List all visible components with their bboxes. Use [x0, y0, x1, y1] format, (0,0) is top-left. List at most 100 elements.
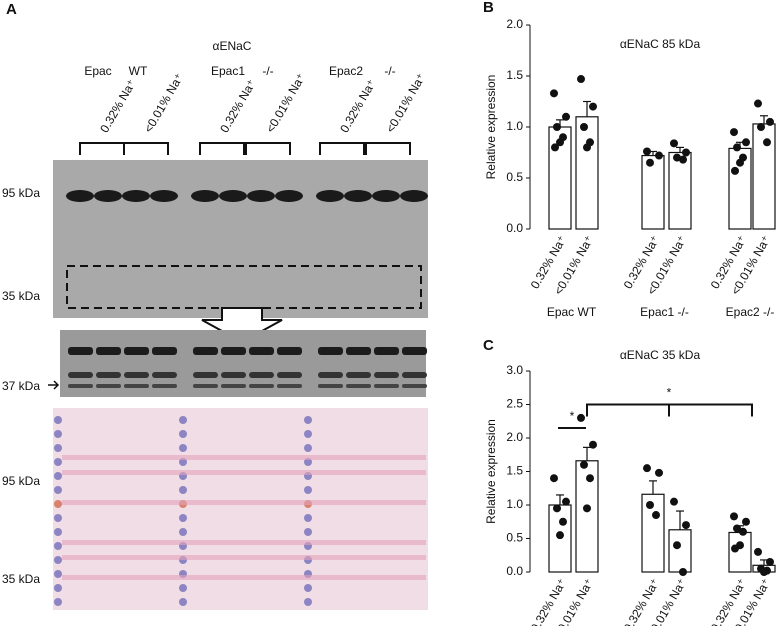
data-point [556, 138, 564, 147]
y-tick-label: 2.0 [506, 430, 523, 444]
pink-band [62, 500, 426, 505]
marker-label: 35 kDa [2, 572, 40, 586]
data-point [731, 544, 739, 553]
band [374, 372, 399, 378]
group-label: WT [129, 64, 148, 78]
marker-label: 37 kDa [2, 379, 40, 393]
ladder [304, 430, 312, 438]
data-point [646, 501, 654, 509]
band [96, 347, 121, 355]
band [66, 190, 94, 202]
y-tick-label: 2.0 [506, 17, 523, 31]
data-point [760, 568, 768, 576]
band [346, 372, 371, 378]
significance-mark: * [570, 409, 575, 423]
band [152, 384, 177, 388]
data-point [553, 504, 561, 513]
data-point [742, 517, 750, 526]
data-point [766, 557, 774, 566]
band [316, 190, 344, 202]
band [318, 372, 343, 378]
y-tick-label: 0.5 [506, 531, 523, 545]
y-tick-label: 0.5 [506, 170, 523, 184]
group-label: Epac WT [547, 305, 597, 319]
data-point [670, 139, 678, 148]
data-point [580, 123, 588, 131]
band [221, 372, 246, 378]
band [94, 190, 122, 202]
band [372, 190, 400, 202]
band [374, 384, 399, 388]
data-point [556, 531, 564, 540]
data-point [577, 75, 585, 84]
band [150, 190, 178, 202]
y-tick-label: 3.0 [506, 363, 523, 377]
data-point [742, 138, 750, 147]
ladder [54, 542, 62, 550]
data-point [730, 128, 738, 137]
lane-label: 0.32% Na⁺ [337, 77, 379, 135]
ladder [304, 584, 312, 592]
data-point [643, 464, 651, 473]
data-point [583, 504, 591, 513]
data-point [583, 143, 591, 152]
pink-band [62, 575, 426, 580]
band [193, 347, 218, 355]
band [221, 347, 246, 355]
group-label: -/- [262, 64, 273, 78]
ladder [54, 598, 62, 606]
data-point [550, 89, 558, 98]
y-axis-label: Relative expression [484, 75, 498, 180]
band [68, 347, 93, 355]
band [96, 372, 121, 378]
band [124, 372, 149, 378]
lane-labels: 0.32% Na⁺ <0.01% Na⁺ 0.32% Na⁺ <0.01% Na⁺ 0.… [79, 71, 428, 155]
band [344, 190, 372, 202]
ladder [54, 458, 62, 466]
lane-bracket [199, 142, 245, 155]
panel-label: B [483, 0, 494, 16]
band [249, 347, 274, 355]
band [275, 190, 303, 202]
group-label: Epac2 -/- [726, 305, 775, 319]
lane-label: 0.32% Na⁺ [217, 77, 259, 135]
group-label: -/- [384, 64, 395, 78]
lane-label: <0.01% Na⁺ [263, 71, 308, 135]
band [402, 372, 427, 378]
significance-bracket [586, 403, 753, 417]
ladder [54, 500, 62, 508]
data-point [673, 541, 681, 550]
lane-bracket [123, 142, 169, 155]
bar [641, 154, 665, 230]
bar [668, 151, 692, 230]
band [219, 190, 247, 202]
pink-band [62, 470, 426, 475]
data-point [733, 143, 741, 152]
ladder [54, 430, 62, 438]
blot [53, 160, 428, 318]
band [346, 347, 371, 355]
pink-band [62, 540, 426, 545]
panel-label: A [6, 1, 17, 18]
data-point [655, 468, 663, 477]
ladder [54, 486, 62, 494]
y-tick-label: 0.0 [506, 221, 523, 235]
band [221, 384, 246, 388]
ladder [179, 416, 187, 424]
data-point [577, 413, 585, 422]
data-point [655, 151, 663, 160]
group-label: Epac2 [329, 64, 363, 78]
ladder [304, 486, 312, 494]
band [402, 384, 427, 388]
band [277, 347, 302, 355]
band [318, 347, 343, 355]
marker-label: 95 kDa [2, 474, 40, 488]
lane-label: <0.01% Na⁺ [383, 71, 428, 135]
ladder [179, 430, 187, 438]
data-point [559, 517, 567, 526]
band [122, 190, 150, 202]
ladder [304, 598, 312, 606]
marker-label: 35 kDa [2, 289, 40, 303]
data-point [766, 117, 774, 126]
